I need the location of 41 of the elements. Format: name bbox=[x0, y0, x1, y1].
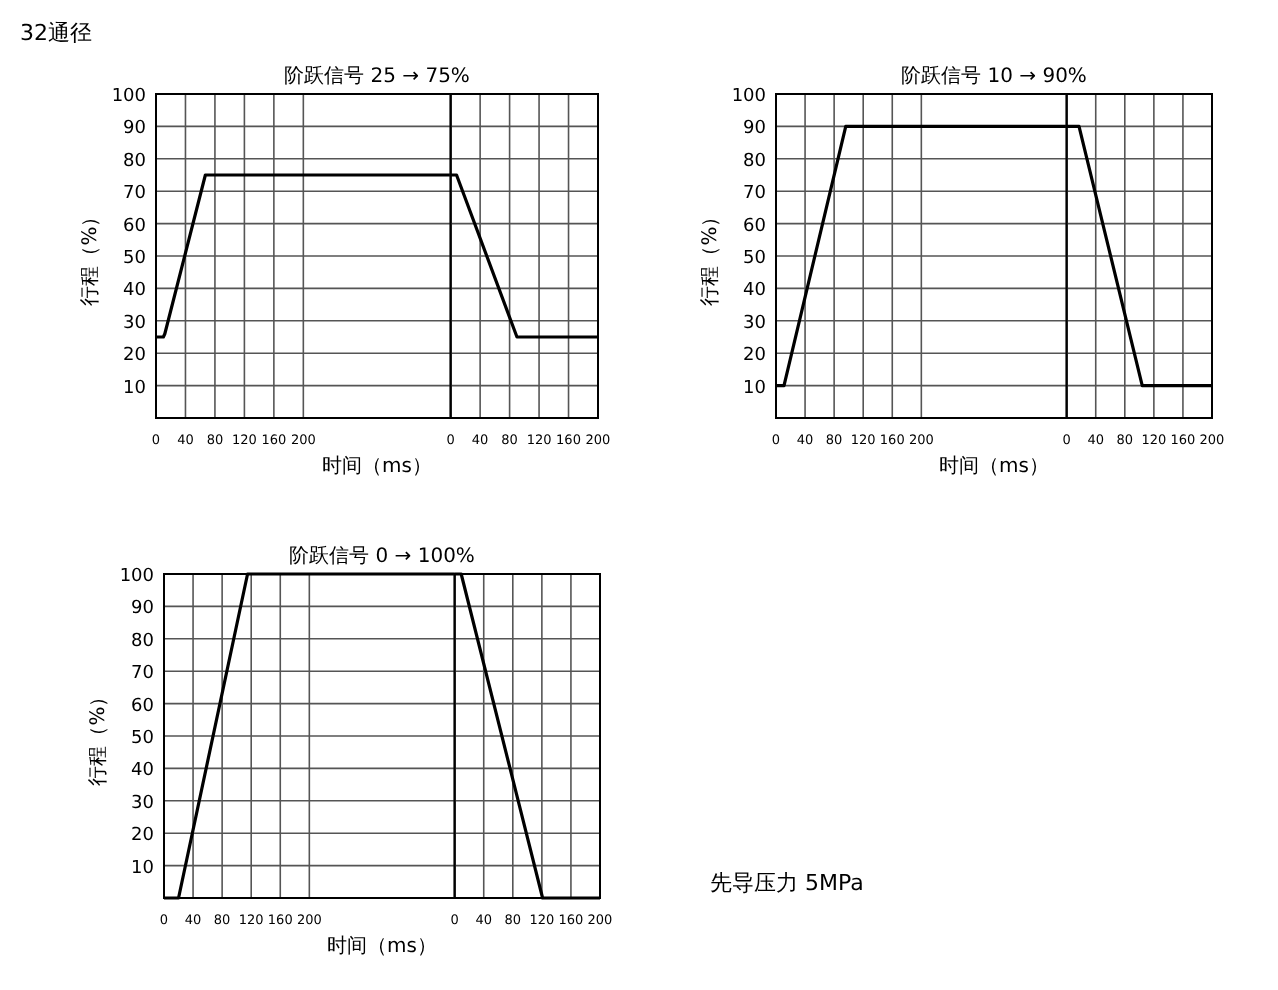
y-axis-title: 行程（%） bbox=[88, 686, 110, 786]
y-tick-label: 80 bbox=[743, 151, 767, 172]
y-tick-label: 10 bbox=[123, 378, 147, 399]
y-tick-label: 80 bbox=[131, 631, 155, 652]
text: 32通径 bbox=[20, 20, 92, 46]
y-tick-label: 90 bbox=[131, 599, 155, 620]
y-tick-label: 50 bbox=[743, 249, 767, 269]
y-tick-label: 70 bbox=[131, 664, 155, 685]
x-axis-title: 时间（ms） bbox=[327, 934, 437, 958]
y-tick-label: 50 bbox=[123, 249, 147, 269]
chart-title: 阶跃信号 25 → 75% bbox=[284, 64, 470, 88]
y-tick-label: 20 bbox=[123, 346, 147, 367]
y-tick-label: 50 bbox=[131, 729, 155, 749]
y-axis-title: 行程（%） bbox=[80, 206, 102, 306]
y-tick-label: 80 bbox=[123, 151, 147, 172]
y-tick-label: 90 bbox=[123, 119, 147, 140]
chart-title: 阶跃信号 10 → 90% bbox=[901, 64, 1087, 88]
y-tick-label: 100 bbox=[731, 87, 767, 107]
y-tick-label: 30 bbox=[123, 313, 147, 334]
y-tick-label: 10 bbox=[131, 858, 155, 879]
y-tick-label: 30 bbox=[743, 313, 767, 334]
x-axis-title: 时间（ms） bbox=[939, 454, 1049, 478]
y-tick-label: 20 bbox=[743, 346, 767, 367]
y-tick-label: 10 bbox=[743, 378, 767, 399]
y-tick-label: 60 bbox=[743, 216, 767, 237]
y-tick-label: 40 bbox=[743, 281, 767, 302]
y-tick-label: 20 bbox=[131, 826, 155, 847]
y-tick-label: 40 bbox=[131, 761, 155, 782]
y-tick-label: 70 bbox=[743, 184, 767, 205]
chart-title: 阶跃信号 0 → 100% bbox=[289, 544, 475, 568]
x-axis-title: 时间（ms） bbox=[322, 454, 432, 478]
y-tick-label: 40 bbox=[123, 281, 147, 302]
y-axis-title: 行程（%） bbox=[700, 206, 722, 306]
y-tick-label: 60 bbox=[131, 696, 155, 717]
y-tick-label: 30 bbox=[131, 793, 155, 814]
text: 先导压力 5MPa bbox=[710, 870, 864, 896]
y-tick-label: 100 bbox=[119, 567, 155, 587]
y-tick-label: 60 bbox=[123, 216, 147, 237]
y-tick-label: 100 bbox=[111, 87, 147, 107]
y-tick-label: 90 bbox=[743, 119, 767, 140]
y-tick-label: 70 bbox=[123, 184, 147, 205]
